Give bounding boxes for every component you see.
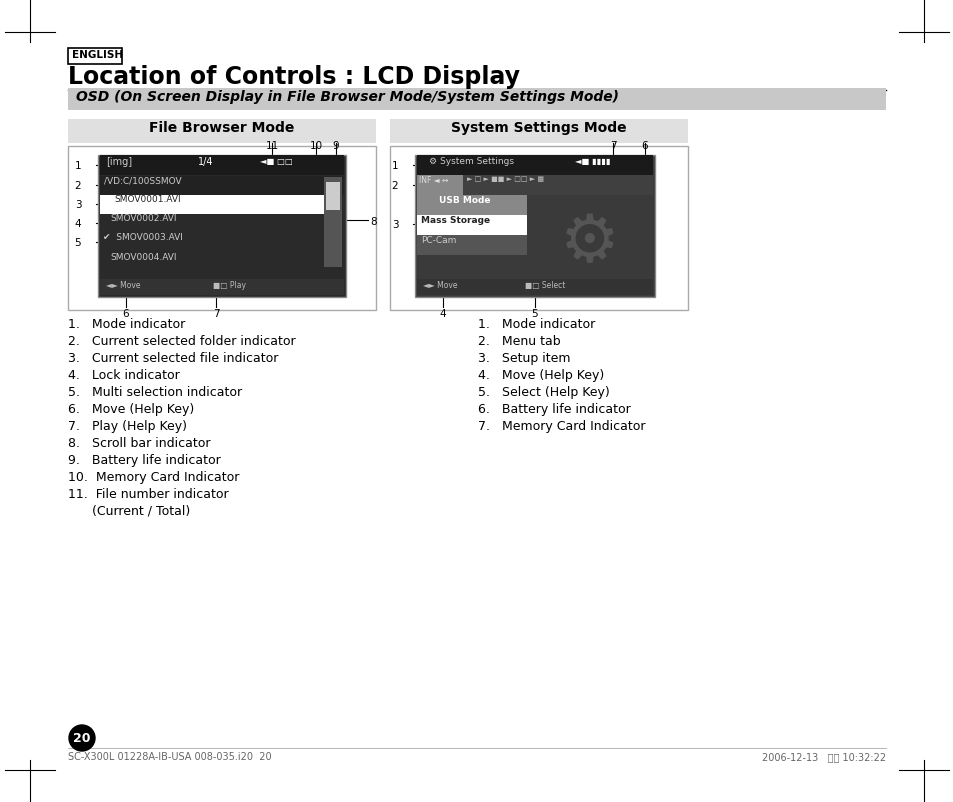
Text: 2.   Menu tab: 2. Menu tab xyxy=(477,335,560,348)
Text: 4.   Move (Help Key): 4. Move (Help Key) xyxy=(477,369,603,382)
Bar xyxy=(416,235,526,255)
Text: ◄► Move: ◄► Move xyxy=(422,281,457,290)
Text: 8.   Scroll bar indicator: 8. Scroll bar indicator xyxy=(68,437,211,450)
Text: ⚙: ⚙ xyxy=(559,210,619,276)
Text: 10.  Memory Card Indicator: 10. Memory Card Indicator xyxy=(68,471,239,484)
Text: 5: 5 xyxy=(74,238,81,248)
Bar xyxy=(100,214,326,233)
Text: 6: 6 xyxy=(123,309,130,319)
Bar xyxy=(100,233,326,252)
Bar xyxy=(416,195,526,215)
Text: 3.   Current selected file indicator: 3. Current selected file indicator xyxy=(68,352,278,365)
Text: 7: 7 xyxy=(213,309,219,319)
Text: Location of Controls : LCD Display: Location of Controls : LCD Display xyxy=(68,65,519,89)
Circle shape xyxy=(69,725,95,751)
Text: ENGLISH: ENGLISH xyxy=(71,50,123,60)
Text: File Browser Mode: File Browser Mode xyxy=(150,121,294,135)
Text: 3: 3 xyxy=(392,220,398,230)
Text: SMOV0004.AVI: SMOV0004.AVI xyxy=(110,253,176,262)
Text: 9.   Battery life indicator: 9. Battery life indicator xyxy=(68,454,220,467)
Text: 2: 2 xyxy=(392,181,398,191)
Text: 11.  File number indicator: 11. File number indicator xyxy=(68,488,229,501)
Bar xyxy=(68,119,375,143)
Bar xyxy=(100,176,344,195)
Text: (Current / Total): (Current / Total) xyxy=(68,505,190,518)
Text: 7.   Play (Help Key): 7. Play (Help Key) xyxy=(68,420,187,433)
Text: 5.   Select (Help Key): 5. Select (Help Key) xyxy=(477,386,609,399)
Text: 10: 10 xyxy=(309,141,322,151)
Bar xyxy=(100,195,326,214)
Text: OSD (On Screen Display in File Browser Mode/System Settings Mode): OSD (On Screen Display in File Browser M… xyxy=(76,90,618,104)
Text: INF ◄ ↔: INF ◄ ↔ xyxy=(418,176,448,185)
Bar xyxy=(415,155,655,297)
Text: ► □ ► ■■ ► □□ ► ▦: ► □ ► ■■ ► □□ ► ▦ xyxy=(467,176,543,182)
Text: 1.   Mode indicator: 1. Mode indicator xyxy=(477,318,595,331)
Text: 2.   Current selected folder indicator: 2. Current selected folder indicator xyxy=(68,335,295,348)
Text: 3.   Setup item: 3. Setup item xyxy=(477,352,570,365)
Bar xyxy=(68,48,122,64)
Bar xyxy=(416,175,462,195)
Text: 9: 9 xyxy=(333,141,339,151)
Text: 4: 4 xyxy=(74,219,81,229)
Text: System Settings Mode: System Settings Mode xyxy=(451,121,626,135)
Text: 5: 5 xyxy=(531,309,537,319)
Bar xyxy=(100,155,344,175)
Text: 7.   Memory Card Indicator: 7. Memory Card Indicator xyxy=(477,420,645,433)
Text: 2006-12-13   오전 10:32:22: 2006-12-13 오전 10:32:22 xyxy=(761,752,885,762)
Bar xyxy=(416,155,652,175)
Text: 2: 2 xyxy=(74,181,81,191)
Text: ■□ Select: ■□ Select xyxy=(524,281,565,290)
Bar xyxy=(100,252,326,267)
Text: ■□ Play: ■□ Play xyxy=(213,281,246,290)
Text: 6.   Battery life indicator: 6. Battery life indicator xyxy=(477,403,630,416)
Text: ◄► Move: ◄► Move xyxy=(106,281,140,290)
Text: SMOV0001.AVI: SMOV0001.AVI xyxy=(113,195,180,204)
Bar xyxy=(100,279,344,295)
Text: ◄■ □□: ◄■ □□ xyxy=(260,157,293,166)
Text: 3: 3 xyxy=(74,200,81,210)
Bar xyxy=(390,146,687,310)
Text: ✔  SMOV0003.AVI: ✔ SMOV0003.AVI xyxy=(103,233,183,242)
Text: 8: 8 xyxy=(370,217,376,227)
Bar xyxy=(326,182,339,210)
Text: USB Mode: USB Mode xyxy=(438,196,490,205)
Bar xyxy=(324,177,341,267)
Text: 6: 6 xyxy=(641,141,648,151)
Text: SC-X300L 01228A-IB-USA 008-035.i20  20: SC-X300L 01228A-IB-USA 008-035.i20 20 xyxy=(68,752,272,762)
Text: ◄■ ▮▮▮▮: ◄■ ▮▮▮▮ xyxy=(575,157,610,166)
Text: 1: 1 xyxy=(74,161,81,171)
Bar xyxy=(416,215,526,235)
Bar xyxy=(416,279,652,295)
Bar xyxy=(68,88,885,110)
Text: ⚙ System Settings: ⚙ System Settings xyxy=(429,157,514,166)
Text: 11: 11 xyxy=(265,141,278,151)
Bar xyxy=(68,146,375,310)
Bar xyxy=(98,155,346,297)
Text: 6.   Move (Help Key): 6. Move (Help Key) xyxy=(68,403,194,416)
Text: 4.   Lock indicator: 4. Lock indicator xyxy=(68,369,179,382)
Bar xyxy=(416,175,652,195)
Text: [img]: [img] xyxy=(106,157,132,167)
Text: 20: 20 xyxy=(73,732,91,745)
Text: 5.   Multi selection indicator: 5. Multi selection indicator xyxy=(68,386,242,399)
Text: Mass Storage: Mass Storage xyxy=(420,216,490,225)
Text: 4: 4 xyxy=(439,309,446,319)
Text: SMOV0002.AVI: SMOV0002.AVI xyxy=(110,214,176,223)
Text: PC-Cam: PC-Cam xyxy=(420,236,456,245)
Bar xyxy=(390,119,687,143)
Text: 1.   Mode indicator: 1. Mode indicator xyxy=(68,318,185,331)
Text: /VD:C/100SSMOV: /VD:C/100SSMOV xyxy=(104,176,181,185)
Text: 7: 7 xyxy=(609,141,616,151)
Text: 1: 1 xyxy=(392,161,398,171)
Text: 1/4: 1/4 xyxy=(198,157,213,167)
